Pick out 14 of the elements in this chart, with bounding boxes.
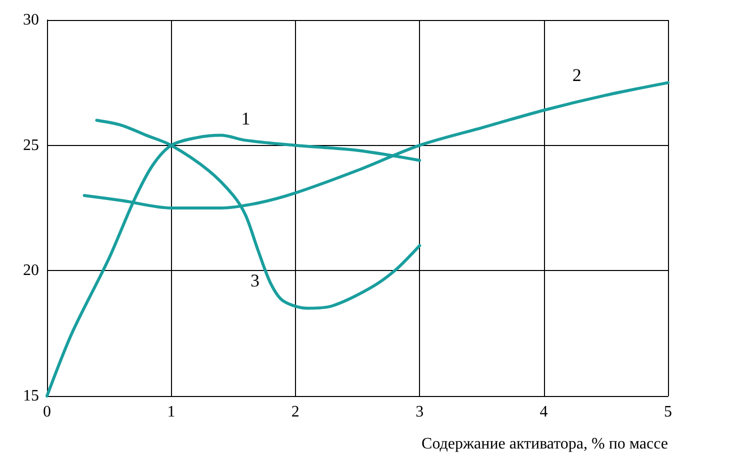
- series-label: 1: [241, 108, 250, 128]
- x-tick-label: 4: [540, 404, 548, 420]
- x-axis-title: Содержание активатора, % по массе: [422, 436, 668, 452]
- x-tick-label: 5: [664, 404, 672, 420]
- y-tick-label: 15: [23, 388, 39, 404]
- x-tick-label: 3: [416, 404, 424, 420]
- y-tick-label: 20: [23, 262, 39, 280]
- x-tick-label: 1: [167, 404, 176, 420]
- series-label: 2: [572, 65, 582, 86]
- y-tick-label: 25: [23, 136, 39, 154]
- y-tick-label: 30: [23, 12, 39, 28]
- x-tick-label: 0: [43, 404, 51, 420]
- x-tick-label: 2: [291, 404, 300, 420]
- series-label: 3: [250, 270, 260, 291]
